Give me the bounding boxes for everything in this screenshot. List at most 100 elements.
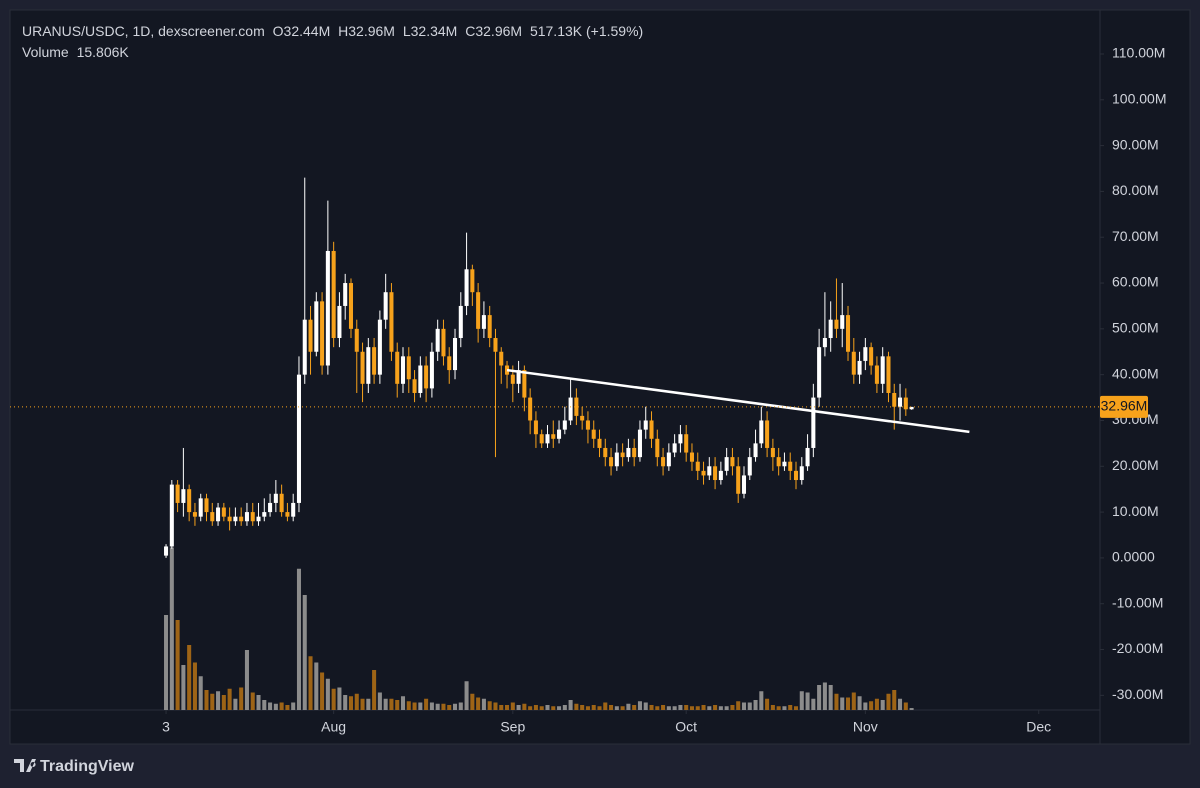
candle-body (406, 356, 411, 380)
candle-body (175, 484, 180, 503)
candle-body (557, 429, 562, 439)
candle-body (643, 420, 648, 430)
candle-body (279, 493, 284, 513)
candle-body (782, 461, 787, 467)
candle-body (429, 351, 434, 389)
candle-body (551, 434, 556, 439)
volume-bar (903, 702, 908, 710)
l-value: 32.34M (411, 23, 458, 39)
logo-text: TradingView (40, 758, 135, 775)
candle-body (516, 370, 521, 384)
candle-body (845, 315, 851, 352)
volume-header: Volume 15.806K (22, 44, 129, 60)
volume-bar (822, 682, 827, 710)
candle-body (603, 447, 608, 458)
chart-panel (9, 9, 1191, 745)
candle-body (510, 374, 515, 384)
volume-bar (603, 702, 608, 710)
volume-bar (308, 656, 313, 710)
candle-body (765, 420, 770, 448)
candle-body (221, 507, 226, 517)
candle-body (695, 461, 700, 471)
candle-body (724, 457, 729, 471)
candle-body (528, 397, 533, 421)
volume-bar (302, 595, 307, 710)
candle-body (198, 498, 203, 517)
volume-bar (539, 706, 544, 710)
volume-bar (389, 698, 394, 710)
candle-body (585, 420, 590, 430)
volume-bar (372, 670, 377, 710)
candle-body (233, 516, 238, 522)
volume-bar (441, 703, 446, 710)
volume-bar (776, 706, 781, 710)
candle-body (736, 466, 741, 494)
candle-body (487, 315, 492, 339)
candle-body (545, 434, 550, 444)
h-value: 32.96M (348, 23, 395, 39)
volume-bar (874, 698, 879, 710)
volume-bar (418, 702, 423, 710)
candle-body (753, 443, 758, 458)
volume-bar (782, 706, 787, 710)
candle-body (493, 338, 498, 352)
symbol: URANUS/USDC, 1D, dexscreener.com (22, 23, 265, 39)
candle-body (539, 434, 544, 444)
volume-label: Volume (22, 44, 69, 60)
volume-bar (522, 703, 527, 710)
volume-bar (736, 701, 741, 710)
volume-bar (828, 685, 833, 710)
candle-body (880, 356, 885, 384)
volume-bar (707, 706, 712, 710)
candle-body (360, 351, 365, 384)
candle-body (591, 429, 596, 439)
candle-body (799, 466, 804, 481)
volume-bar (701, 705, 706, 710)
volume-bar (626, 703, 631, 710)
candle-body (424, 365, 429, 389)
x-tick-label: 3 (162, 719, 170, 735)
volume-bar (476, 697, 481, 710)
candle-body (909, 406, 914, 410)
volume-bar (695, 706, 700, 710)
volume-bar (811, 698, 816, 710)
volume-bar (221, 695, 226, 710)
volume-bar (580, 705, 585, 710)
candle-body (614, 452, 619, 467)
volume-bar (325, 678, 330, 710)
candle-body (701, 470, 706, 476)
volume-bar (429, 702, 434, 710)
candle-body (568, 397, 573, 421)
volume-bar (834, 693, 839, 710)
candle-body (574, 397, 579, 416)
candle-body (164, 546, 169, 556)
x-tick-label: Oct (675, 719, 697, 735)
candle-body (874, 365, 879, 384)
candle-body (863, 347, 868, 361)
candle-body (857, 360, 862, 375)
volume-bar (210, 693, 215, 710)
volume-bar (377, 692, 382, 710)
y-tick-label: 40.00M (1112, 365, 1159, 381)
candle-body (389, 292, 394, 352)
volume-bar (487, 701, 492, 710)
volume-bar (609, 705, 614, 710)
y-tick-label: 50.00M (1112, 320, 1159, 336)
candle-body (331, 250, 336, 339)
volume-bar (499, 705, 504, 710)
volume-bar (557, 706, 562, 710)
candle-body (337, 305, 342, 339)
candle-body (655, 438, 660, 458)
candle-body (227, 516, 232, 522)
volume-bar (661, 705, 666, 710)
volume-bar (533, 705, 538, 710)
volume-bar (684, 705, 689, 710)
candle-body (441, 328, 446, 357)
candle-body (262, 512, 267, 517)
candle-body (597, 438, 602, 448)
volume-bar (424, 698, 429, 710)
logo: TradingView (14, 758, 135, 775)
candle-body (580, 415, 585, 421)
x-tick-label: Dec (1026, 719, 1051, 735)
plot (10, 177, 1100, 710)
